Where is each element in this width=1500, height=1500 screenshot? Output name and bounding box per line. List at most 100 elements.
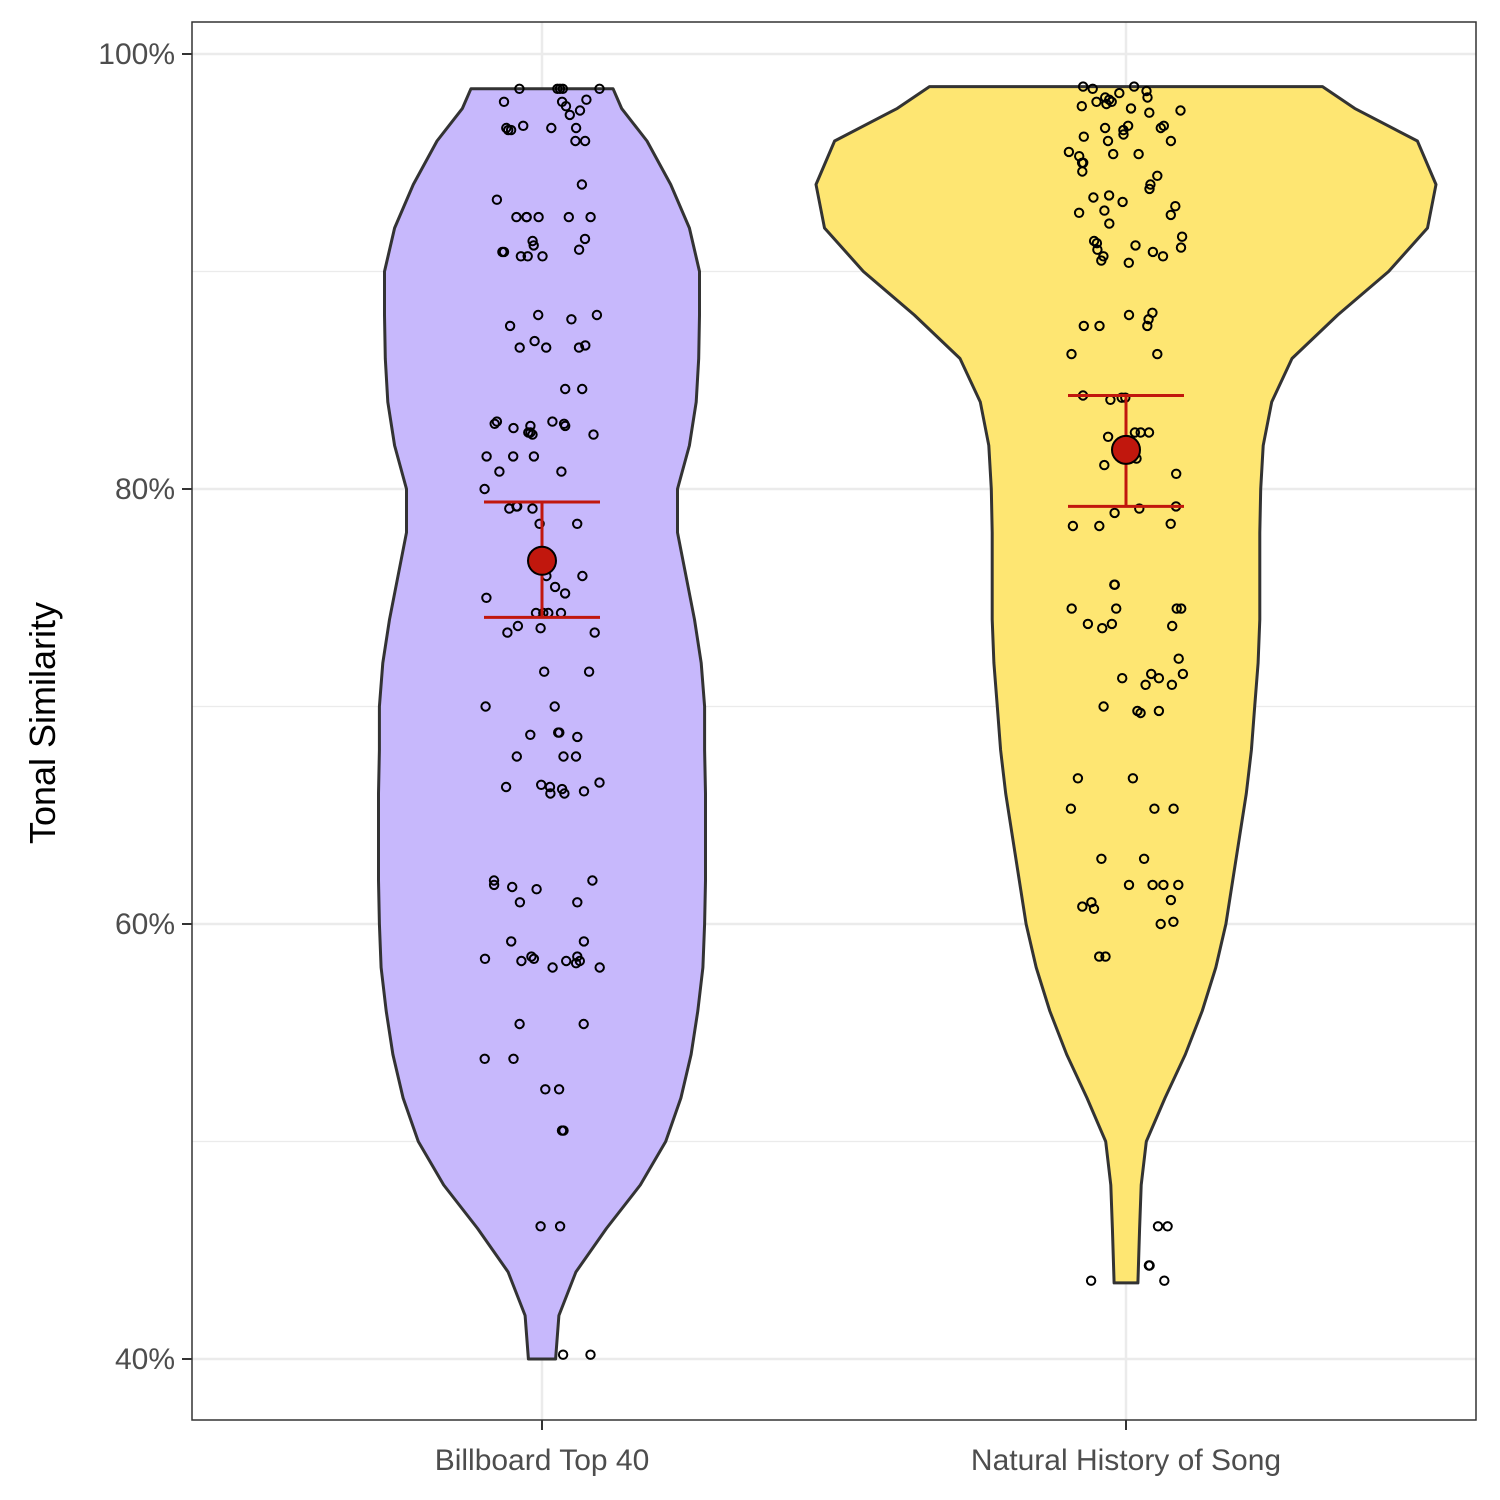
- data-point: [576, 179, 588, 190]
- data-point: [549, 701, 560, 712]
- data-point: [1078, 131, 1090, 142]
- data-point: [1091, 96, 1102, 108]
- data-point: [500, 781, 512, 793]
- data-point: [566, 314, 577, 325]
- data-point: [547, 416, 558, 427]
- data-point: [1094, 951, 1105, 962]
- data-point: [577, 570, 588, 582]
- data-point: [541, 342, 552, 353]
- data-point: [1152, 1221, 1164, 1232]
- data-point: [1102, 135, 1114, 147]
- data-point: [525, 427, 536, 438]
- data-point: [594, 962, 605, 973]
- data-point: [481, 451, 492, 462]
- violin-shape: [377, 87, 707, 1361]
- data-point: [572, 731, 583, 743]
- data-point: [533, 309, 544, 321]
- data-point: [1091, 238, 1103, 249]
- data-point: [1087, 83, 1098, 95]
- y-tick-label: 60%: [115, 908, 175, 941]
- data-point: [540, 1084, 551, 1095]
- data-point: [1123, 879, 1135, 891]
- data-point: [1088, 903, 1100, 914]
- data-point: [1118, 124, 1129, 136]
- data-point: [1144, 183, 1155, 195]
- data-point: [1153, 705, 1165, 717]
- data-point: [577, 383, 588, 395]
- data-point: [1167, 620, 1178, 632]
- plot-panel-border: [191, 21, 1477, 1421]
- data-point: [1165, 209, 1177, 221]
- data-point: [573, 342, 585, 353]
- data-point: [588, 429, 599, 440]
- data-point: [559, 588, 571, 599]
- data-point: [549, 581, 561, 593]
- data-point: [594, 83, 605, 95]
- data-point: [1099, 459, 1110, 471]
- data-point: [546, 122, 557, 134]
- data-point: [1175, 105, 1186, 116]
- data-point: [491, 194, 503, 205]
- data-point: [526, 951, 537, 962]
- data-point: [504, 503, 515, 514]
- data-point: [501, 122, 512, 134]
- data-point: [498, 96, 510, 108]
- data-point: [491, 416, 503, 427]
- data-point: [1166, 679, 1178, 690]
- data-point: [1171, 603, 1182, 614]
- data-point: [1114, 87, 1125, 99]
- y-tick-label: 100%: [98, 38, 175, 71]
- data-point: [522, 251, 533, 262]
- data-point: [1145, 179, 1156, 190]
- data-point: [557, 1349, 569, 1360]
- data-point: [1100, 951, 1111, 962]
- data-point: [1109, 579, 1120, 590]
- data-point: [563, 211, 574, 223]
- data-point: [544, 781, 556, 793]
- data-point: [514, 897, 526, 908]
- data-point: [585, 1349, 596, 1360]
- data-point: [504, 320, 516, 332]
- data-point: [570, 958, 582, 969]
- data-point: [527, 235, 538, 247]
- mean-marker: [1111, 434, 1141, 465]
- data-point: [1165, 518, 1176, 529]
- data-point: [1067, 520, 1079, 532]
- data-point: [1147, 879, 1158, 891]
- data-point: [525, 729, 536, 740]
- data-point: [1144, 107, 1155, 118]
- data-point: [1065, 803, 1077, 814]
- data-point: [1142, 320, 1153, 332]
- data-point: [507, 881, 518, 893]
- data-point: [528, 240, 539, 251]
- data-point: [515, 251, 527, 262]
- data-point: [1155, 122, 1167, 134]
- data-point: [531, 884, 542, 895]
- data-point: [1077, 901, 1088, 912]
- data-point: [547, 962, 558, 973]
- data-point: [1152, 170, 1163, 182]
- data-point: [1176, 231, 1188, 242]
- data-point: [1102, 431, 1114, 442]
- data-point: [508, 451, 519, 462]
- data-point: [1117, 673, 1128, 684]
- data-point: [518, 120, 529, 132]
- data-point: [580, 340, 591, 351]
- data-point: [557, 83, 568, 95]
- data-point: [1142, 92, 1153, 103]
- data-point: [1108, 148, 1119, 160]
- data-point: [521, 211, 532, 223]
- y-tick-label: 80%: [115, 473, 175, 506]
- data-point: [572, 897, 583, 908]
- data-point: [1082, 618, 1094, 630]
- data-point: [1140, 679, 1151, 690]
- data-point: [1158, 879, 1169, 891]
- data-point: [1094, 320, 1105, 332]
- data-point: [579, 233, 591, 245]
- data-point: [578, 936, 590, 947]
- data-point: [534, 518, 545, 529]
- y-axis-title: Tonal Similarity: [22, 602, 63, 844]
- data-point: [488, 879, 500, 891]
- data-point: [1066, 348, 1077, 360]
